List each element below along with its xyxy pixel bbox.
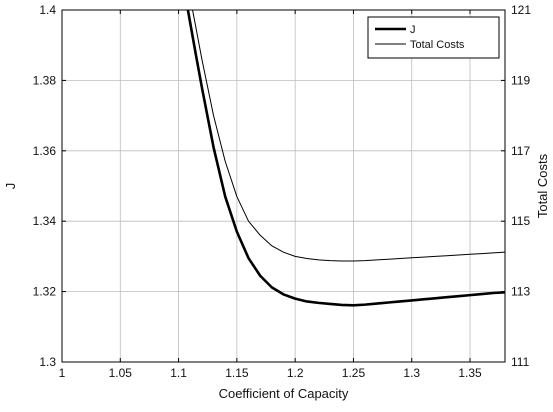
x-tick-label: 1.2 <box>287 366 304 380</box>
x-tick-label: 1.35 <box>458 366 482 380</box>
left-tick-label: 1.32 <box>33 285 57 299</box>
x-tick-label: 1.05 <box>109 366 133 380</box>
x-tick-label: 1.25 <box>342 366 366 380</box>
right-tick-label: 119 <box>511 73 530 87</box>
grid-lines <box>61 9 505 363</box>
left-y-axis-label: J <box>3 183 18 190</box>
right-y-axis-label: Total Costs <box>535 153 550 218</box>
right-tick-label: 113 <box>511 285 530 299</box>
left-tick-label: 1.36 <box>33 144 57 158</box>
left-tick-label: 1.3 <box>39 355 56 369</box>
series-line-total-costs <box>192 9 506 262</box>
right-tick-label: 117 <box>511 144 530 158</box>
x-tick-label: 1.15 <box>225 366 249 380</box>
legend-box <box>367 16 500 59</box>
left-tick-label: 1.34 <box>33 214 57 228</box>
right-tick-label: 115 <box>511 214 530 228</box>
left-tick-label: 1.38 <box>33 73 57 87</box>
x-tick-label: 1.3 <box>403 366 420 380</box>
right-tick-label: 111 <box>511 355 530 369</box>
left-tick-label: 1.4 <box>39 3 56 17</box>
series-lines <box>186 9 506 307</box>
legend-label-total-costs: Total Costs <box>410 39 465 51</box>
plot-frame <box>61 9 506 363</box>
legend-label-j: J <box>410 24 416 36</box>
legend: J Total Costs <box>367 16 500 59</box>
x-tick-label: 1.1 <box>170 366 187 380</box>
axis-ticks: 1 1.05 1.1 1.15 1.2 1.25 1.3 1.35 1.3 1.32 1.34 1.3… <box>33 3 532 380</box>
series-line-j <box>186 9 506 307</box>
right-tick-label: 121 <box>511 3 531 17</box>
x-axis-label: Coefficient of Capacity <box>219 386 349 401</box>
x-tick-label: 1 <box>59 366 66 380</box>
